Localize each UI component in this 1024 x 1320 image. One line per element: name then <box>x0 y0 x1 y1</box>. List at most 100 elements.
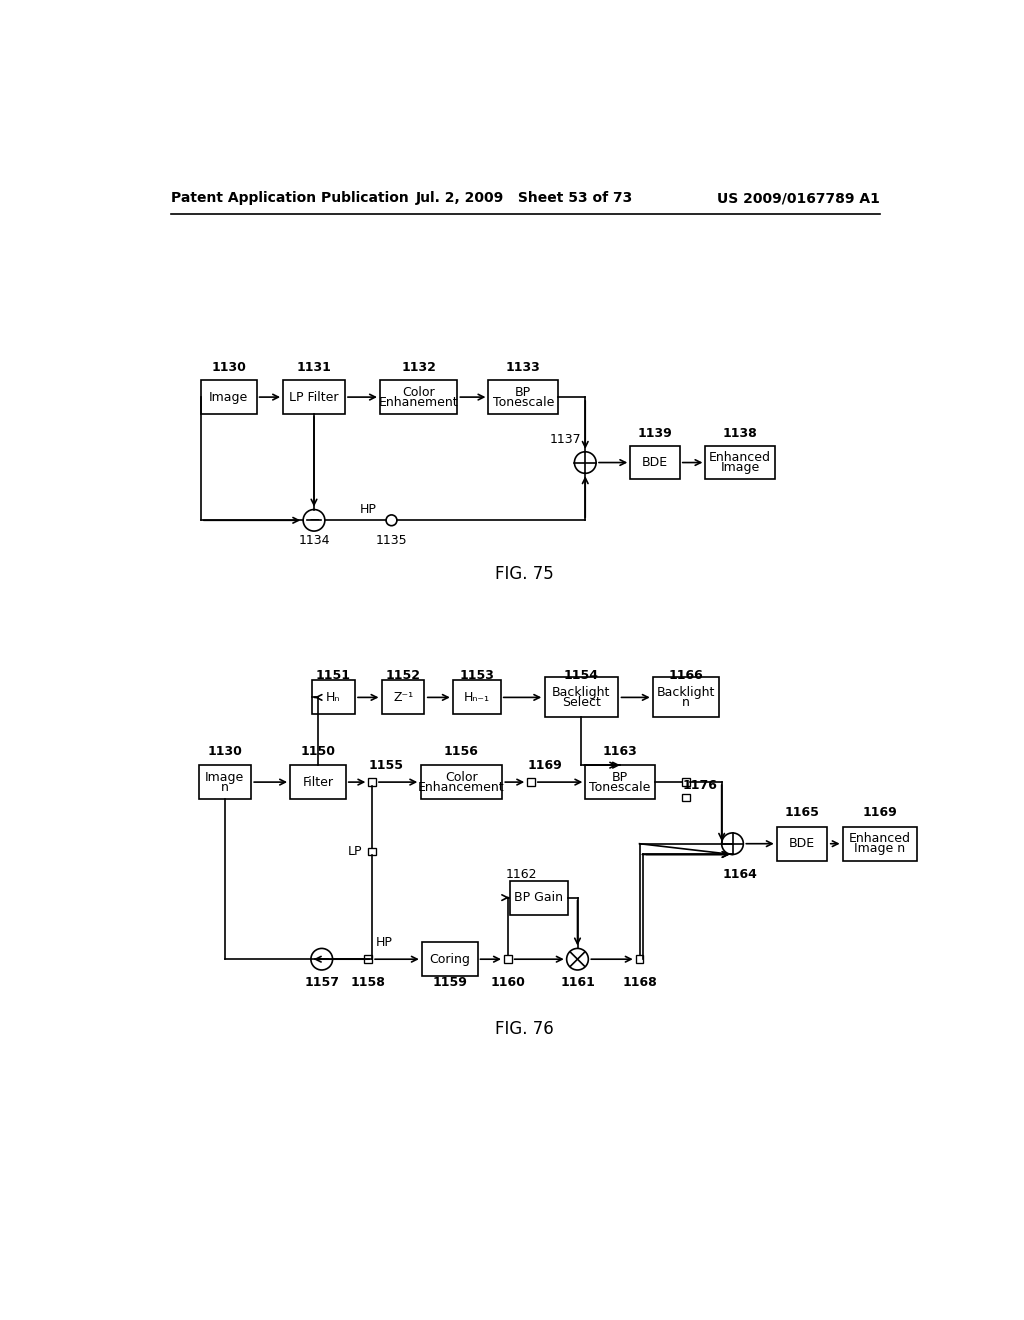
Text: 1131: 1131 <box>297 362 332 375</box>
Text: 1134: 1134 <box>298 533 330 546</box>
Text: LP: LP <box>348 845 362 858</box>
Text: 1132: 1132 <box>401 362 436 375</box>
Text: 1161: 1161 <box>560 975 595 989</box>
Text: Select: Select <box>562 696 601 709</box>
Text: 1160: 1160 <box>490 975 525 989</box>
Text: 1154: 1154 <box>564 669 599 682</box>
Text: Z⁻¹: Z⁻¹ <box>393 690 414 704</box>
Text: 1133: 1133 <box>506 362 541 375</box>
Text: US 2009/0167789 A1: US 2009/0167789 A1 <box>717 191 880 206</box>
Text: 1150: 1150 <box>300 744 336 758</box>
Bar <box>201 380 257 414</box>
Text: FIG. 76: FIG. 76 <box>496 1019 554 1038</box>
Text: BP: BP <box>612 771 628 784</box>
Bar <box>382 681 424 714</box>
Text: Hₙ₋₁: Hₙ₋₁ <box>464 690 489 704</box>
Bar <box>777 826 827 861</box>
Text: FIG. 75: FIG. 75 <box>496 565 554 583</box>
Bar <box>527 779 535 785</box>
Text: 1138: 1138 <box>723 426 758 440</box>
Text: HP: HP <box>376 936 392 949</box>
Bar <box>636 956 643 964</box>
Text: Filter: Filter <box>302 776 334 788</box>
Bar <box>510 880 568 915</box>
Text: 1151: 1151 <box>315 669 351 682</box>
Bar <box>312 681 354 714</box>
Text: Tonescale: Tonescale <box>590 780 651 793</box>
Text: Backlight: Backlight <box>552 686 610 698</box>
Bar <box>369 779 376 785</box>
Text: −: − <box>308 512 319 527</box>
Circle shape <box>303 510 325 531</box>
Bar <box>488 380 558 414</box>
Bar <box>504 956 512 964</box>
Text: 1159: 1159 <box>432 975 467 989</box>
Text: 1158: 1158 <box>351 975 386 989</box>
Bar <box>453 681 501 714</box>
Text: Enhanement: Enhanement <box>379 396 459 409</box>
Bar <box>682 779 690 785</box>
Text: Tonescale: Tonescale <box>493 396 554 409</box>
Text: −: − <box>316 952 328 965</box>
Bar <box>545 677 618 718</box>
Bar <box>586 766 655 799</box>
Bar <box>422 942 477 977</box>
Text: 1130: 1130 <box>208 744 243 758</box>
Text: 1157: 1157 <box>304 975 339 989</box>
Text: 1155: 1155 <box>369 759 403 772</box>
Text: Hₙ: Hₙ <box>327 690 341 704</box>
Bar <box>283 380 345 414</box>
Text: 1153: 1153 <box>460 669 495 682</box>
Text: Image: Image <box>721 461 760 474</box>
Text: 1163: 1163 <box>603 744 638 758</box>
Text: Image: Image <box>205 771 245 784</box>
Text: 1169: 1169 <box>527 759 562 772</box>
Text: n: n <box>221 780 228 793</box>
Text: BP: BP <box>515 385 531 399</box>
Bar <box>369 847 376 855</box>
Text: Image: Image <box>209 391 249 404</box>
Bar <box>706 446 775 479</box>
Text: Patent Application Publication: Patent Application Publication <box>171 191 409 206</box>
Circle shape <box>566 949 589 970</box>
Text: 1169: 1169 <box>862 807 897 820</box>
Text: 1165: 1165 <box>784 807 819 820</box>
Bar <box>380 380 458 414</box>
Circle shape <box>311 949 333 970</box>
Text: 1135: 1135 <box>376 533 408 546</box>
Text: 1162: 1162 <box>506 869 538 880</box>
Bar <box>630 446 680 479</box>
Bar <box>682 793 690 801</box>
Text: n: n <box>682 696 690 709</box>
Bar <box>653 677 719 718</box>
Bar <box>421 766 502 799</box>
Text: 1130: 1130 <box>211 362 246 375</box>
Bar <box>199 766 251 799</box>
Text: 1164: 1164 <box>723 869 758 880</box>
Text: 1137: 1137 <box>549 433 581 446</box>
Text: LP Filter: LP Filter <box>289 391 339 404</box>
Text: HP: HP <box>359 503 377 516</box>
Text: Color: Color <box>402 385 435 399</box>
Bar <box>290 766 346 799</box>
Text: 1176: 1176 <box>683 779 718 792</box>
Circle shape <box>574 451 596 474</box>
Text: Jul. 2, 2009   Sheet 53 of 73: Jul. 2, 2009 Sheet 53 of 73 <box>416 191 634 206</box>
Text: Image n: Image n <box>854 842 905 855</box>
Circle shape <box>722 833 743 854</box>
Text: Backlight: Backlight <box>656 686 715 698</box>
Text: BP Gain: BP Gain <box>514 891 563 904</box>
Text: 1152: 1152 <box>386 669 421 682</box>
Text: Coring: Coring <box>429 953 470 966</box>
Text: 1139: 1139 <box>638 426 673 440</box>
Text: Enhanced: Enhanced <box>710 451 771 465</box>
Text: 1168: 1168 <box>623 975 656 989</box>
Bar <box>843 826 916 861</box>
Text: Enhancement: Enhancement <box>418 780 505 793</box>
Circle shape <box>386 515 397 525</box>
Text: Enhanced: Enhanced <box>849 832 910 845</box>
Text: BDE: BDE <box>642 455 668 469</box>
Text: BDE: BDE <box>790 837 815 850</box>
Text: 1166: 1166 <box>669 669 703 682</box>
Bar <box>365 956 372 964</box>
